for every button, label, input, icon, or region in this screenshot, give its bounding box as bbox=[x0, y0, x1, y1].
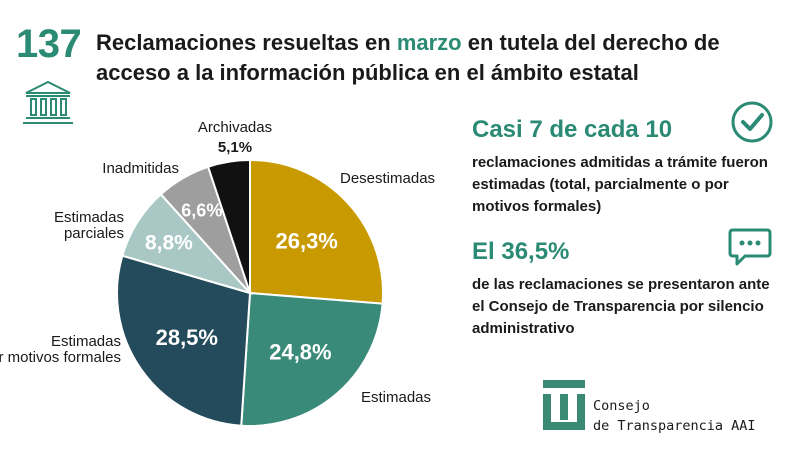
slice-value-label: 8,8% bbox=[145, 232, 193, 255]
consejo-logo-icon bbox=[543, 380, 585, 430]
chat-icon bbox=[728, 228, 772, 266]
stat-block-estimated: Casi 7 de cada 10 reclamaciones admitida… bbox=[472, 116, 782, 218]
check-icon bbox=[731, 101, 773, 143]
pie-slice-estimadas-por-motivos-formales bbox=[116, 254, 252, 427]
stat-text: de las reclamaciones se presentaron ante… bbox=[472, 276, 770, 337]
slice-category-label: Inadmitidas bbox=[102, 160, 179, 177]
slice-value-label: 28,5% bbox=[156, 325, 218, 350]
logo-line-1: Consejo bbox=[593, 398, 650, 414]
slice-value-label: 5,1% bbox=[218, 139, 252, 156]
slice-category-label: Estimadas parciales bbox=[54, 209, 124, 242]
title-highlight: marzo bbox=[396, 30, 462, 55]
stat-block-silence: El 36,5% de las reclamaciones se present… bbox=[472, 238, 782, 340]
stat-title: El 36,5% bbox=[472, 238, 570, 265]
slice-category-label: Archivadas bbox=[198, 119, 272, 136]
pie-slice-desestimadas bbox=[249, 158, 384, 305]
building-icon bbox=[23, 80, 73, 124]
slice-category-label: Estimadas bbox=[361, 389, 431, 406]
page-title: Reclamaciones resueltas en marzo en tute… bbox=[96, 28, 786, 88]
pie-slice-estimadas bbox=[240, 291, 384, 427]
pie-slice-archivadas bbox=[206, 158, 251, 294]
logo-line-2: de Transparencia AAI bbox=[593, 418, 756, 434]
stat-title: Casi 7 de cada 10 bbox=[472, 116, 673, 143]
stat-text: reclamaciones admitidas a trámite fueron… bbox=[472, 154, 768, 215]
consejo-logo-text: Consejo de Transparencia AAI bbox=[593, 396, 756, 436]
slice-category-label: Estimadaspor motivos formales bbox=[0, 333, 121, 366]
title-pre: Reclamaciones resueltas en bbox=[96, 30, 397, 55]
title-post: en tutela del derecho de acceso a la inf… bbox=[96, 30, 720, 85]
slice-value-label: 6,6% bbox=[181, 201, 222, 221]
slice-value-label: 24,8% bbox=[269, 339, 331, 364]
slice-category-label: Desestimadas bbox=[340, 170, 435, 187]
resolved-count: 137 bbox=[16, 22, 82, 66]
slice-value-label: 26,3% bbox=[275, 229, 337, 254]
